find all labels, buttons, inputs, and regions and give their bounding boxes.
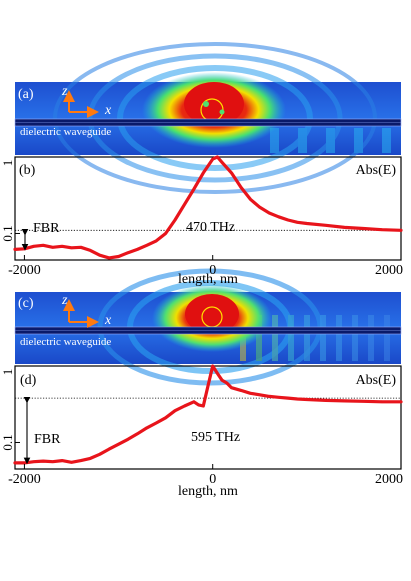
z-axis-label-c: z xyxy=(61,293,68,308)
x-axis-label-c: x xyxy=(104,313,112,328)
chart-d: -2000 0 2000 10.1 (d) Abs(E) 595 THz FBR l… xyxy=(0,364,403,499)
waveguide-label-a: dielectric waveguide xyxy=(20,126,111,138)
fbr-label-b: FBR xyxy=(33,221,60,236)
series-line-d xyxy=(13,364,403,465)
chart-b: -2000 0 2000 10.1 (b) Abs(E) 470 THz FBR l… xyxy=(0,155,403,287)
panel-label-d: (d) xyxy=(20,373,37,388)
annotation-b: 470 THz xyxy=(186,220,235,235)
x-tick-label-b: -2000 xyxy=(8,263,41,278)
legend-b: Abs(E) xyxy=(356,163,397,178)
x-tick-label-d: 2000 xyxy=(375,472,403,487)
x-axis-label-a: x xyxy=(104,103,112,118)
panel-label-c: (c) xyxy=(18,296,34,311)
z-axis-label-a: z xyxy=(61,84,68,99)
panel-label-a: (a) xyxy=(18,87,34,102)
field-map-a: (a) z x dielectric waveguide xyxy=(14,42,402,194)
fbr-label-d: FBR xyxy=(34,432,61,447)
y-tick-label-d: 0.1 xyxy=(0,434,15,450)
y-tick-label-d: 1 xyxy=(0,369,15,376)
field-map-c: (c) z x dielectric waveguide xyxy=(14,268,402,386)
x-axis-title-d: length, nm xyxy=(178,484,238,499)
panel-label-b: (b) xyxy=(19,163,36,178)
x-axis-title-b: length, nm xyxy=(178,272,238,287)
waveguide-label-c: dielectric waveguide xyxy=(20,336,111,348)
legend-d: Abs(E) xyxy=(356,373,397,388)
x-tick-label-d: -2000 xyxy=(8,472,41,487)
x-tick-label-b: 2000 xyxy=(375,263,403,278)
plot-frame-d xyxy=(14,365,402,470)
field-ripples-a xyxy=(53,42,391,194)
y-ticks-b: 10.1 xyxy=(0,156,20,242)
x-tick-label-b: 0 xyxy=(209,263,216,278)
series-line-b xyxy=(13,155,403,260)
plot-frame-b xyxy=(14,156,402,261)
y-tick-label-b: 1 xyxy=(0,160,15,167)
annotation-d: 595 THz xyxy=(191,430,240,445)
x-tick-label-d: 0 xyxy=(209,472,216,487)
x-ticks-d: -2000 0 2000 xyxy=(8,464,403,487)
x-ticks-b: -2000 0 2000 xyxy=(8,255,403,278)
y-tick-label-b: 0.1 xyxy=(0,225,15,241)
y-ticks-d: 10.1 xyxy=(0,365,20,451)
